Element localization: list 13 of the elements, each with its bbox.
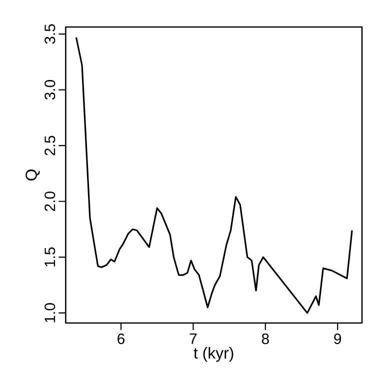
x-tick-label: 7	[190, 334, 197, 344]
x-axis-title: t (kyr)	[194, 346, 234, 362]
x-tick-label: 8	[262, 334, 269, 344]
y-tick-label: 2.5	[44, 136, 56, 156]
y-tick-label: 1.5	[44, 247, 56, 266]
y-axis-title: Q	[26, 170, 40, 180]
x-tick-label: 6	[118, 334, 125, 344]
x-tick-label: 9	[334, 334, 342, 344]
y-tick-label: 3.5	[44, 24, 56, 44]
y-tick-label: 3.0	[44, 80, 56, 100]
line-series	[75, 36, 353, 314]
y-tick-label: 1.0	[44, 303, 56, 322]
y-tick-label: 2.0	[44, 192, 56, 212]
